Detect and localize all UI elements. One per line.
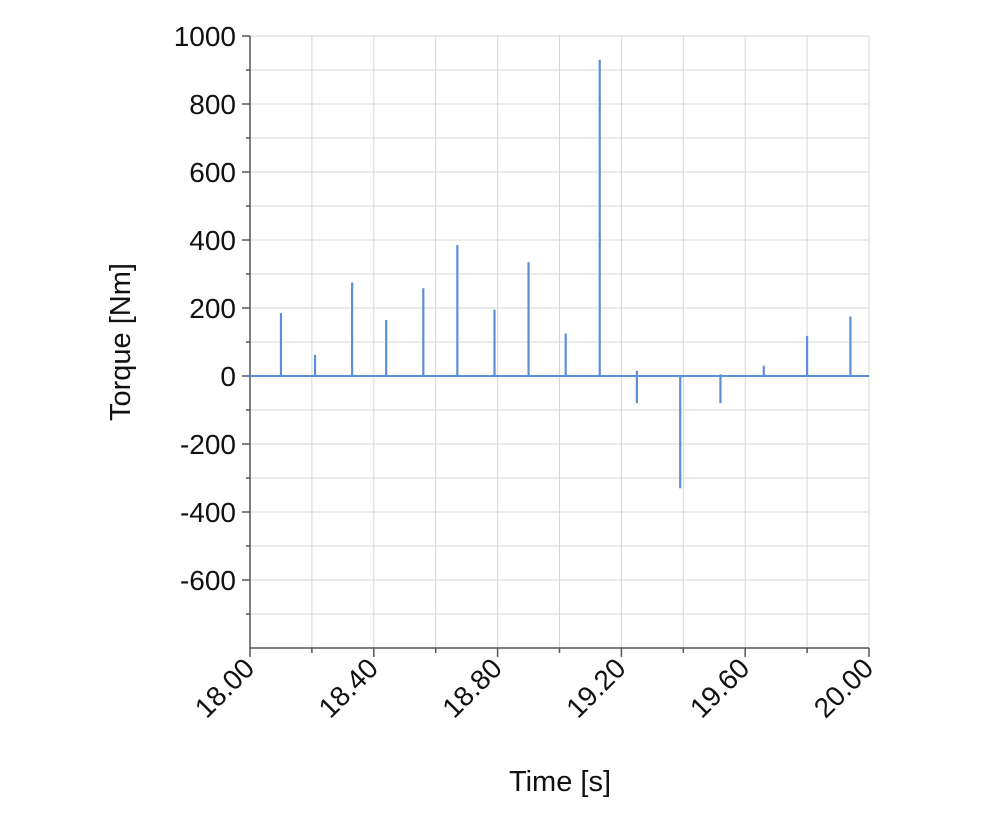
y-tick-label: 0: [220, 361, 236, 392]
y-tick-label: 600: [189, 157, 236, 188]
axes: [242, 35, 870, 657]
y-tick-label: -600: [180, 565, 236, 596]
y-axis-title: Torque [Nm]: [105, 263, 137, 421]
y-tick-label: 400: [189, 225, 236, 256]
x-tick-label: 18.40: [313, 652, 384, 723]
y-tick-label: 800: [189, 89, 236, 120]
x-tick-label: 18.00: [189, 652, 260, 723]
grid: [250, 35, 870, 648]
y-tick-label: 200: [189, 293, 236, 324]
y-tick-label: -400: [180, 497, 236, 528]
x-tick-label: 19.20: [560, 652, 631, 723]
y-tick-label: -200: [180, 429, 236, 460]
x-axis-title: Time [s]: [509, 766, 611, 798]
y-tick-label: 1000: [174, 21, 236, 52]
x-tick-label: 19.60: [684, 652, 755, 723]
x-tick-label: 18.80: [436, 652, 507, 723]
x-tick-label: 20.00: [808, 652, 879, 723]
torque-spikes: [250, 59, 869, 489]
